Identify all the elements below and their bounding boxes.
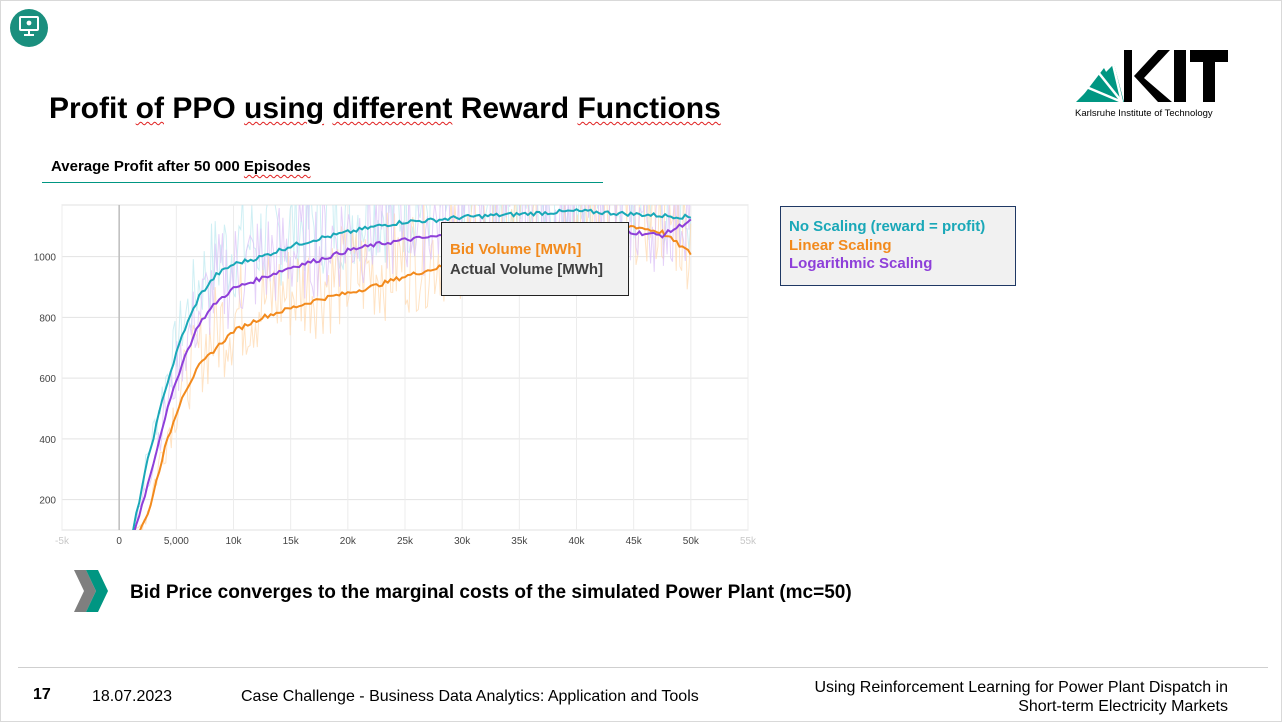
- footer-title-line1: Using Reinforcement Learning for Power P…: [814, 679, 1228, 696]
- footer-title: Using Reinforcement Learning for Power P…: [814, 678, 1228, 716]
- y-tick-label: 400: [39, 435, 56, 446]
- tooltip-item-actual-volume: Actual Volume [MWh]: [450, 261, 604, 278]
- x-tick-label: 5,000: [164, 536, 189, 547]
- page-number: 17: [33, 686, 51, 703]
- footer-title-line2: Short-term Electricity Markets: [1018, 698, 1228, 715]
- x-tick-label: 50k: [683, 536, 700, 547]
- kit-logo: [1074, 46, 1230, 120]
- kit-logo-subtext: Karlsruhe Institute of Technology: [1075, 108, 1213, 119]
- x-tick-label: -5k: [55, 536, 70, 547]
- y-tick-label: 200: [39, 496, 56, 507]
- bullet-chevron-icon: [72, 568, 110, 614]
- legend-item-logarithmic-scaling: Logarithmic Scaling: [789, 255, 933, 272]
- x-tick-label: 0: [116, 536, 122, 547]
- volume-tooltip-box: Bid Volume [MWh] Actual Volume [MWh]: [441, 222, 629, 296]
- x-tick-label: 15k: [283, 536, 300, 547]
- series-line: [132, 208, 692, 530]
- y-tick-label: 1000: [34, 253, 57, 264]
- x-tick-label: 35k: [511, 536, 528, 547]
- series-raw-noise: [132, 205, 692, 530]
- subtitle-divider: [42, 182, 603, 183]
- legend-item-no-scaling: No Scaling (reward = profit): [789, 218, 986, 235]
- x-tick-label: 40k: [568, 536, 585, 547]
- x-tick-label: 55k: [740, 536, 757, 547]
- bullet-text: Bid Price converges to the marginal cost…: [130, 582, 852, 603]
- x-tick-label: 25k: [397, 536, 414, 547]
- x-tick-label: 45k: [626, 536, 643, 547]
- footer-divider: [18, 667, 1268, 668]
- footer-date: 18.07.2023: [92, 688, 173, 705]
- x-tick-label: 20k: [340, 536, 357, 547]
- presentation-icon: [18, 15, 40, 42]
- footer-course: Case Challenge - Business Data Analytics…: [241, 688, 699, 705]
- slide-title: Profit of PPO using different Reward Fun…: [49, 92, 721, 125]
- presenter-view-button[interactable]: [10, 9, 48, 47]
- y-tick-label: 800: [39, 313, 56, 324]
- legend-box: No Scaling (reward = profit) Linear Scal…: [780, 206, 1016, 286]
- x-tick-label: 10k: [225, 536, 242, 547]
- profit-chart: 200 400 600 800 1000 -5k 0 5,000 10k 15k 20k 25k 30k…: [34, 204, 757, 547]
- slide-subtitle: Average Profit after 50 000 Episodes: [51, 158, 311, 175]
- x-tick-label: 30k: [454, 536, 471, 547]
- y-tick-label: 600: [39, 374, 56, 385]
- legend-item-linear-scaling: Linear Scaling: [789, 237, 892, 254]
- tooltip-item-bid-volume: Bid Volume [MWh]: [450, 241, 582, 258]
